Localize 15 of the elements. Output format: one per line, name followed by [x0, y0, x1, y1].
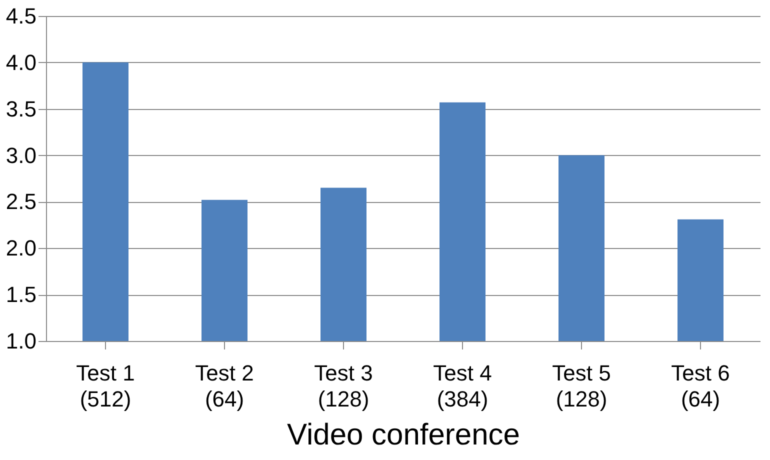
- x-tick-label: Test 5 (128): [552, 360, 611, 412]
- x-tick-label: Test 2 (64): [195, 360, 254, 412]
- y-tick-label: 1.0: [6, 328, 36, 354]
- y-tick-label: 2.5: [6, 189, 36, 214]
- x-tick-label: Test 3 (128): [314, 360, 373, 412]
- x-axis-title: Video conference: [287, 418, 520, 452]
- y-tick-label: 1.5: [6, 282, 36, 308]
- x-tick-label: Test 1 (512): [76, 360, 135, 412]
- x-tick-label: Test 6 (64): [671, 360, 730, 412]
- y-tick-label: 2.0: [6, 236, 36, 261]
- y-tick-label: 3.0: [6, 142, 36, 168]
- y-tick-label: 3.5: [6, 96, 36, 122]
- y-tick-label: 4.0: [6, 50, 36, 75]
- x-tick-label: Test 4 (384): [433, 360, 492, 412]
- y-tick-label: 4.5: [6, 4, 36, 28]
